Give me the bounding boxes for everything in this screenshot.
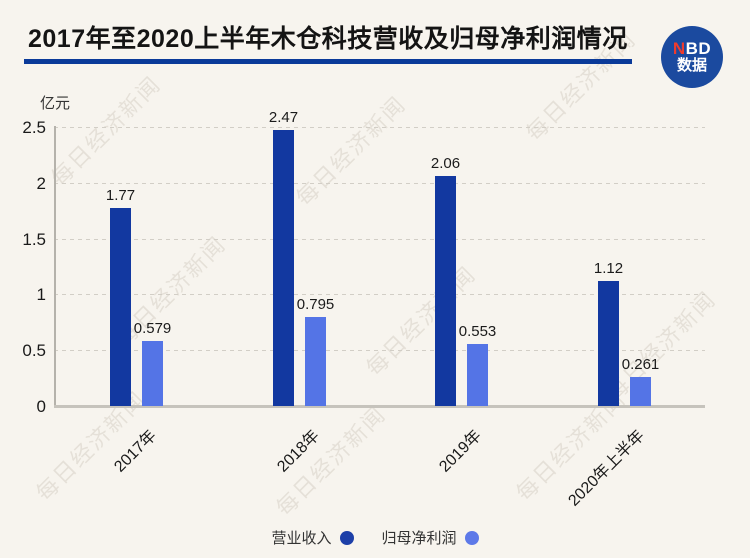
bar-value-label: 2.47 <box>268 109 299 126</box>
x-axis-label-2018: 2018年 <box>274 427 324 476</box>
y-tick-label: 1 <box>36 285 46 304</box>
bar-profit-2017: 0.579 <box>134 320 171 406</box>
y-tick-label: 2.5 <box>22 118 46 137</box>
bar-chart: 0 0.5 1 1.5 2 2.5 1.77 0.579 2.47 0.795 … <box>22 109 705 510</box>
gridline <box>54 294 705 295</box>
bar-value-label: 0.553 <box>458 323 497 340</box>
gridline <box>54 127 705 128</box>
y-tick-label: 2 <box>36 174 46 193</box>
y-axis-unit-label: 亿元 <box>40 95 71 112</box>
bar-profit-2018: 0.795 <box>297 296 334 406</box>
logo-brand: NBD <box>673 40 711 58</box>
bar-value-label: 2.06 <box>430 155 461 172</box>
y-tick-label: 0 <box>36 397 46 416</box>
gridline <box>54 239 705 240</box>
bar-value-label: 0.261 <box>621 356 660 373</box>
legend-item-profit: 归母净利润 <box>382 527 479 548</box>
bar-value-label: 1.12 <box>593 260 624 277</box>
bar-value-label: 0.795 <box>296 296 335 313</box>
legend-label-profit: 归母净利润 <box>381 530 457 547</box>
logo-brand-bd: BD <box>685 39 712 59</box>
y-tick-label: 1.5 <box>22 230 46 249</box>
legend-item-revenue: 营业收入 <box>271 527 354 548</box>
y-axis-line <box>54 126 56 407</box>
bar-value-label: 0.579 <box>133 320 172 337</box>
x-axis-label-2017: 2017年 <box>111 427 161 476</box>
x-axis-label-2020h1: 2020年上半年 <box>565 427 649 510</box>
chart-legend: 营业收入 归母净利润 <box>0 527 750 548</box>
page-title: 2017年至2020上半年木仓科技营收及归母净利润情况 <box>28 25 628 53</box>
legend-label-revenue: 营业收入 <box>271 530 332 547</box>
bar-value-label: 1.77 <box>105 187 136 204</box>
bar-revenue-2020h1: 1.12 <box>594 260 623 406</box>
bar-profit-2019: 0.553 <box>459 323 496 406</box>
legend-marker-revenue <box>339 530 354 545</box>
gridline <box>54 350 705 351</box>
x-axis-line <box>54 405 705 408</box>
nbd-logo: NBD 数据 <box>661 26 723 88</box>
bar-revenue-2017: 1.77 <box>106 187 135 406</box>
bar-revenue-2018: 2.47 <box>269 109 298 406</box>
x-axis-label-2019: 2019年 <box>436 427 486 476</box>
bar-profit-2020h1: 0.261 <box>622 356 659 406</box>
legend-marker-profit <box>464 530 479 545</box>
logo-caption: 数据 <box>676 57 707 75</box>
title-underline <box>24 59 632 64</box>
gridline <box>54 183 705 184</box>
bar-revenue-2019: 2.06 <box>431 155 460 406</box>
y-tick-label: 0.5 <box>22 341 46 360</box>
logo-brand-n: N <box>672 39 686 59</box>
